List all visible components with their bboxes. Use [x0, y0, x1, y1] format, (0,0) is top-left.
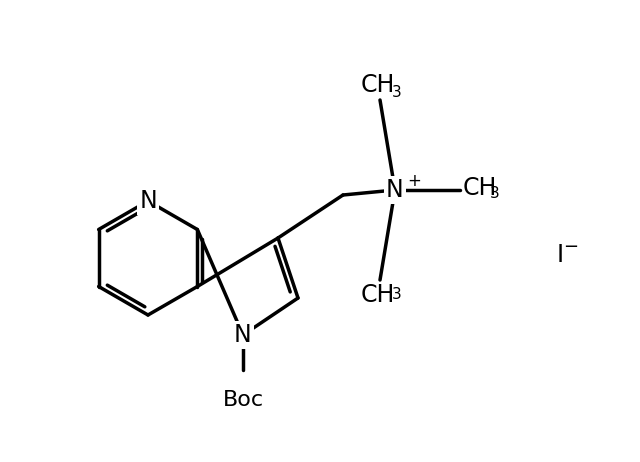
Text: +: + — [407, 172, 421, 190]
Text: CH: CH — [361, 73, 395, 97]
Text: N: N — [139, 189, 157, 213]
Text: −: − — [563, 238, 579, 256]
Text: CH: CH — [463, 176, 497, 200]
Text: 3: 3 — [392, 85, 402, 100]
Text: N: N — [386, 178, 404, 202]
Text: N: N — [234, 323, 252, 347]
Text: 3: 3 — [392, 287, 402, 302]
Text: Boc: Boc — [223, 390, 264, 410]
Text: CH: CH — [361, 283, 395, 307]
Text: I: I — [556, 243, 564, 267]
Text: 3: 3 — [490, 186, 500, 201]
